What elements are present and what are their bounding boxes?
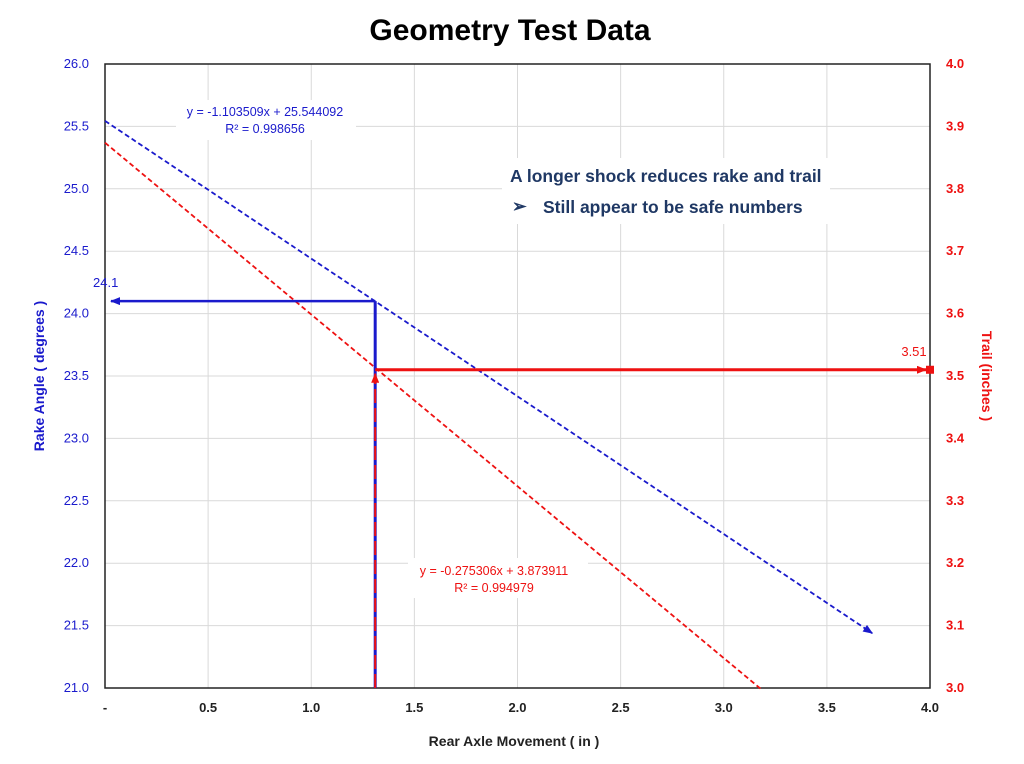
rake-equation: y = -1.103509x + 25.544092 bbox=[187, 105, 343, 119]
x-tick-label: 1.0 bbox=[302, 700, 320, 715]
y-right-tick-label: 3.9 bbox=[946, 118, 964, 133]
y-left-tick-label: 25.0 bbox=[64, 181, 89, 196]
y-left-tick-label: 22.0 bbox=[64, 555, 89, 570]
x-tick-label: 3.0 bbox=[715, 700, 733, 715]
rake-reference-label: 24.1 bbox=[93, 275, 118, 290]
tick-labels: - 0.5 1.0 1.5 2.0 2.5 3.0 3.5 4.0 21.0 21.5 22.0 22.… bbox=[64, 56, 965, 715]
y-left-tick-label: 21.5 bbox=[64, 618, 89, 633]
y-left-tick-label: 23.0 bbox=[64, 430, 89, 445]
y-right-tick-label: 3.6 bbox=[946, 306, 964, 321]
y-right-tick-label: 3.8 bbox=[946, 181, 964, 196]
annotations: y = -1.103509x + 25.544092 R² = 0.998656 y… bbox=[176, 100, 830, 598]
y-right-tick-label: 3.0 bbox=[946, 680, 964, 695]
trail-equation: y = -0.275306x + 3.873911 bbox=[420, 564, 569, 578]
reference-lines: 24.1 3.51 bbox=[93, 275, 934, 688]
x-tick-label: 2.5 bbox=[612, 700, 630, 715]
series-lines bbox=[104, 120, 874, 690]
x-axis-label: Rear Axle Movement ( in ) bbox=[429, 733, 600, 749]
chart-title: Geometry Test Data bbox=[369, 14, 651, 47]
x-tick-label: 0.5 bbox=[199, 700, 217, 715]
rake-equation-box bbox=[176, 100, 356, 140]
y-left-tick-label: 22.5 bbox=[64, 493, 89, 508]
y-right-tick-label: 3.1 bbox=[946, 618, 964, 633]
x-tick-label: 2.0 bbox=[508, 700, 526, 715]
y-left-tick-label: 26.0 bbox=[64, 56, 89, 71]
x-tick-label: 3.5 bbox=[818, 700, 836, 715]
y-right-tick-label: 3.3 bbox=[946, 493, 964, 508]
note-bullet: Still appear to be safe numbers bbox=[543, 197, 803, 217]
rake-r-squared: R² = 0.998656 bbox=[225, 122, 305, 136]
trail-reference-marker bbox=[926, 365, 934, 374]
y-left-tick-label: 24.5 bbox=[64, 243, 89, 258]
y-left-tick-label: 24.0 bbox=[64, 306, 89, 321]
y-right-tick-label: 3.5 bbox=[946, 368, 964, 383]
y-right-tick-label: 4.0 bbox=[946, 56, 964, 71]
x-tick-label: - bbox=[103, 700, 107, 715]
y-axis-right-label: Trail (inches ) bbox=[979, 331, 995, 421]
trail-r-squared: R² = 0.994979 bbox=[454, 581, 534, 595]
y-right-tick-label: 3.2 bbox=[946, 555, 964, 570]
x-tick-label: 1.5 bbox=[405, 700, 423, 715]
plot-frame bbox=[104, 63, 931, 689]
trail-reference-label: 3.51 bbox=[901, 344, 926, 359]
y-left-tick-label: 23.5 bbox=[64, 368, 89, 383]
note-heading: A longer shock reduces rake and trail bbox=[510, 166, 822, 186]
y-left-tick-label: 21.0 bbox=[64, 680, 89, 695]
y-right-tick-label: 3.4 bbox=[946, 430, 965, 445]
y-right-tick-label: 3.7 bbox=[946, 243, 964, 258]
bullet-arrow-icon: ➢ bbox=[512, 196, 528, 216]
x-tick-label: 4.0 bbox=[921, 700, 939, 715]
note-box bbox=[502, 158, 830, 224]
trail-equation-box bbox=[408, 558, 588, 598]
y-left-tick-label: 25.5 bbox=[64, 118, 89, 133]
rake-trend-line bbox=[104, 120, 874, 634]
y-axis-left-label: Rake Angle ( degrees ) bbox=[31, 301, 47, 451]
trail-trend-line bbox=[104, 141, 762, 690]
